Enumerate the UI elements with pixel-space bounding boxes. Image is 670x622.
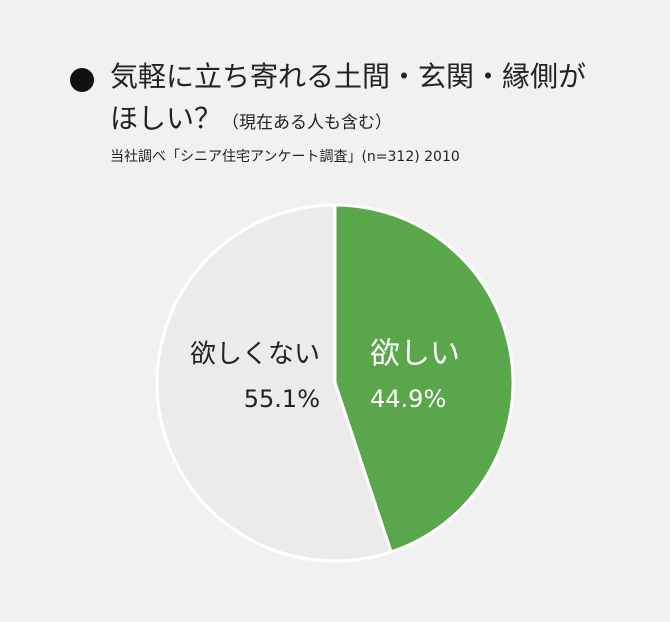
slice-value-label: 55.1% [244,385,320,413]
slice-label: 欲しくない [190,340,320,370]
source-note: 当社調べ「シニア住宅アンケート調査」(n=312) 2010 [110,149,460,165]
pie-slice [155,203,393,563]
title-block: 気軽に立ち寄れる土間・玄関・縁側がほしい？（現在ある人も含む） [110,56,610,144]
pie-slice [333,203,515,554]
slice-label: 欲しい [370,337,460,372]
chart-title: 気軽に立ち寄れる土間・玄関・縁側がほしい？ [110,60,587,135]
chart-subtitle: （現在ある人も含む） [222,113,393,133]
title-bullet [70,68,94,92]
slice-value-label: 44.9% [370,385,446,413]
